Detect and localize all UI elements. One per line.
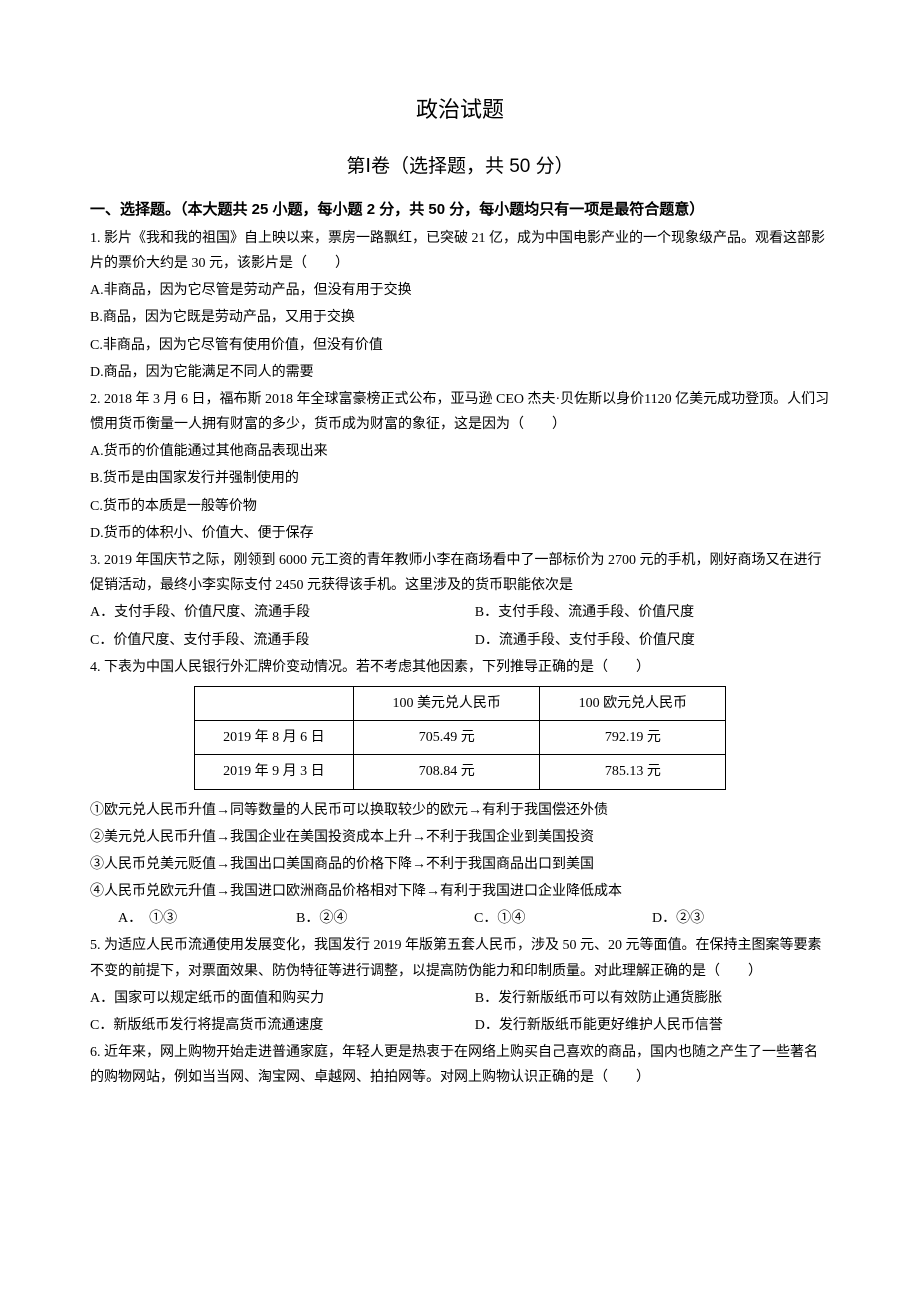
table-row: 100 美元兑人民币 100 欧元兑人民币 xyxy=(194,686,726,720)
question-4-option-b: B．②④ xyxy=(296,906,474,931)
question-3-option-a: A．支付手段、价值尺度、流通手段 xyxy=(90,600,475,625)
table-eur-1: 792.19 元 xyxy=(540,721,726,755)
table-date-2: 2019 年 9 月 3 日 xyxy=(194,755,354,789)
question-4-stem: 4. 下表为中国人民银行外汇牌价变动情况。若不考虑其他因素，下列推导正确的是（ … xyxy=(90,655,830,680)
question-5-options-row-2: C．新版纸币发行将提高货币流通速度 D．发行新版纸币能更好维护人民币信誉 xyxy=(90,1013,830,1038)
question-4-statement-4: ④人民币兑欧元升值→我国进口欧洲商品价格相对下降→有利于我国进口企业降低成本 xyxy=(90,879,830,904)
table-header-eur: 100 欧元兑人民币 xyxy=(540,686,726,720)
question-1-option-d: D.商品，因为它能满足不同人的需要 xyxy=(90,360,830,385)
question-5-option-a: A．国家可以规定纸币的面值和购买力 xyxy=(90,986,475,1011)
question-5-options-row-1: A．国家可以规定纸币的面值和购买力 B．发行新版纸币可以有效防止通货膨胀 xyxy=(90,986,830,1011)
table-row: 2019 年 8 月 6 日 705.49 元 792.19 元 xyxy=(194,721,726,755)
question-4-statement-1: ①欧元兑人民币升值→同等数量的人民币可以换取较少的欧元→有利于我国偿还外债 xyxy=(90,798,830,823)
question-2-option-d: D.货币的体积小、价值大、便于保存 xyxy=(90,521,830,546)
question-5-option-d: D．发行新版纸币能更好维护人民币信誉 xyxy=(475,1013,830,1038)
question-3-option-c: C．价值尺度、支付手段、流通手段 xyxy=(90,628,475,653)
table-header-blank xyxy=(194,686,354,720)
table-usd-2: 708.84 元 xyxy=(354,755,540,789)
section-heading: 一、选择题。（本大题共 25 小题，每小题 2 分，共 50 分，每小题均只有一… xyxy=(90,198,830,222)
question-6-stem: 6. 近年来，网上购物开始走进普通家庭，年轻人更是热衷于在网络上购买自己喜欢的商… xyxy=(90,1040,830,1090)
question-5-option-c: C．新版纸币发行将提高货币流通速度 xyxy=(90,1013,475,1038)
table-usd-1: 705.49 元 xyxy=(354,721,540,755)
question-3-option-b: B．支付手段、流通手段、价值尺度 xyxy=(475,600,830,625)
question-2-option-c: C.货币的本质是一般等价物 xyxy=(90,494,830,519)
table-row: 2019 年 9 月 3 日 708.84 元 785.13 元 xyxy=(194,755,726,789)
question-2-option-b: B.货币是由国家发行并强制使用的 xyxy=(90,466,830,491)
table-eur-2: 785.13 元 xyxy=(540,755,726,789)
question-4-statement-3: ③人民币兑美元贬值→我国出口美国商品的价格下降→不利于我国商品出口到美国 xyxy=(90,852,830,877)
question-5-stem: 5. 为适应人民币流通使用发展变化，我国发行 2019 年版第五套人民币，涉及 … xyxy=(90,933,830,983)
question-4-statement-2: ②美元兑人民币升值→我国企业在美国投资成本上升→不利于我国企业到美国投资 xyxy=(90,825,830,850)
question-5-option-b: B．发行新版纸币可以有效防止通货膨胀 xyxy=(475,986,830,1011)
question-1-option-b: B.商品，因为它既是劳动产品，又用于交换 xyxy=(90,305,830,330)
question-3-options-row-1: A．支付手段、价值尺度、流通手段 B．支付手段、流通手段、价值尺度 xyxy=(90,600,830,625)
table-date-1: 2019 年 8 月 6 日 xyxy=(194,721,354,755)
question-3-options-row-2: C．价值尺度、支付手段、流通手段 D．流通手段、支付手段、价值尺度 xyxy=(90,628,830,653)
part-subtitle: 第Ⅰ卷（选择题，共 50 分） xyxy=(90,150,830,184)
question-1-option-c: C.非商品，因为它尽管有使用价值，但没有价值 xyxy=(90,333,830,358)
question-4-option-d: D．②③ xyxy=(652,906,830,931)
question-2-stem: 2. 2018 年 3 月 6 日，福布斯 2018 年全球富豪榜正式公布，亚马… xyxy=(90,387,830,437)
table-header-usd: 100 美元兑人民币 xyxy=(354,686,540,720)
question-1-option-a: A.非商品，因为它尽管是劳动产品，但没有用于交换 xyxy=(90,278,830,303)
question-3-stem: 3. 2019 年国庆节之际，刚领到 6000 元工资的青年教师小李在商场看中了… xyxy=(90,548,830,598)
question-2-option-a: A.货币的价值能通过其他商品表现出来 xyxy=(90,439,830,464)
exchange-rate-table: 100 美元兑人民币 100 欧元兑人民币 2019 年 8 月 6 日 705… xyxy=(194,686,727,790)
document-title: 政治试题 xyxy=(90,90,830,130)
question-4-option-c: C．①④ xyxy=(474,906,652,931)
question-1-stem: 1. 影片《我和我的祖国》自上映以来，票房一路飘红，已突破 21 亿，成为中国电… xyxy=(90,226,830,276)
question-4-option-a: A． ①③ xyxy=(118,906,296,931)
question-4-options-row: A． ①③ B．②④ C．①④ D．②③ xyxy=(90,906,830,931)
question-3-option-d: D．流通手段、支付手段、价值尺度 xyxy=(475,628,830,653)
